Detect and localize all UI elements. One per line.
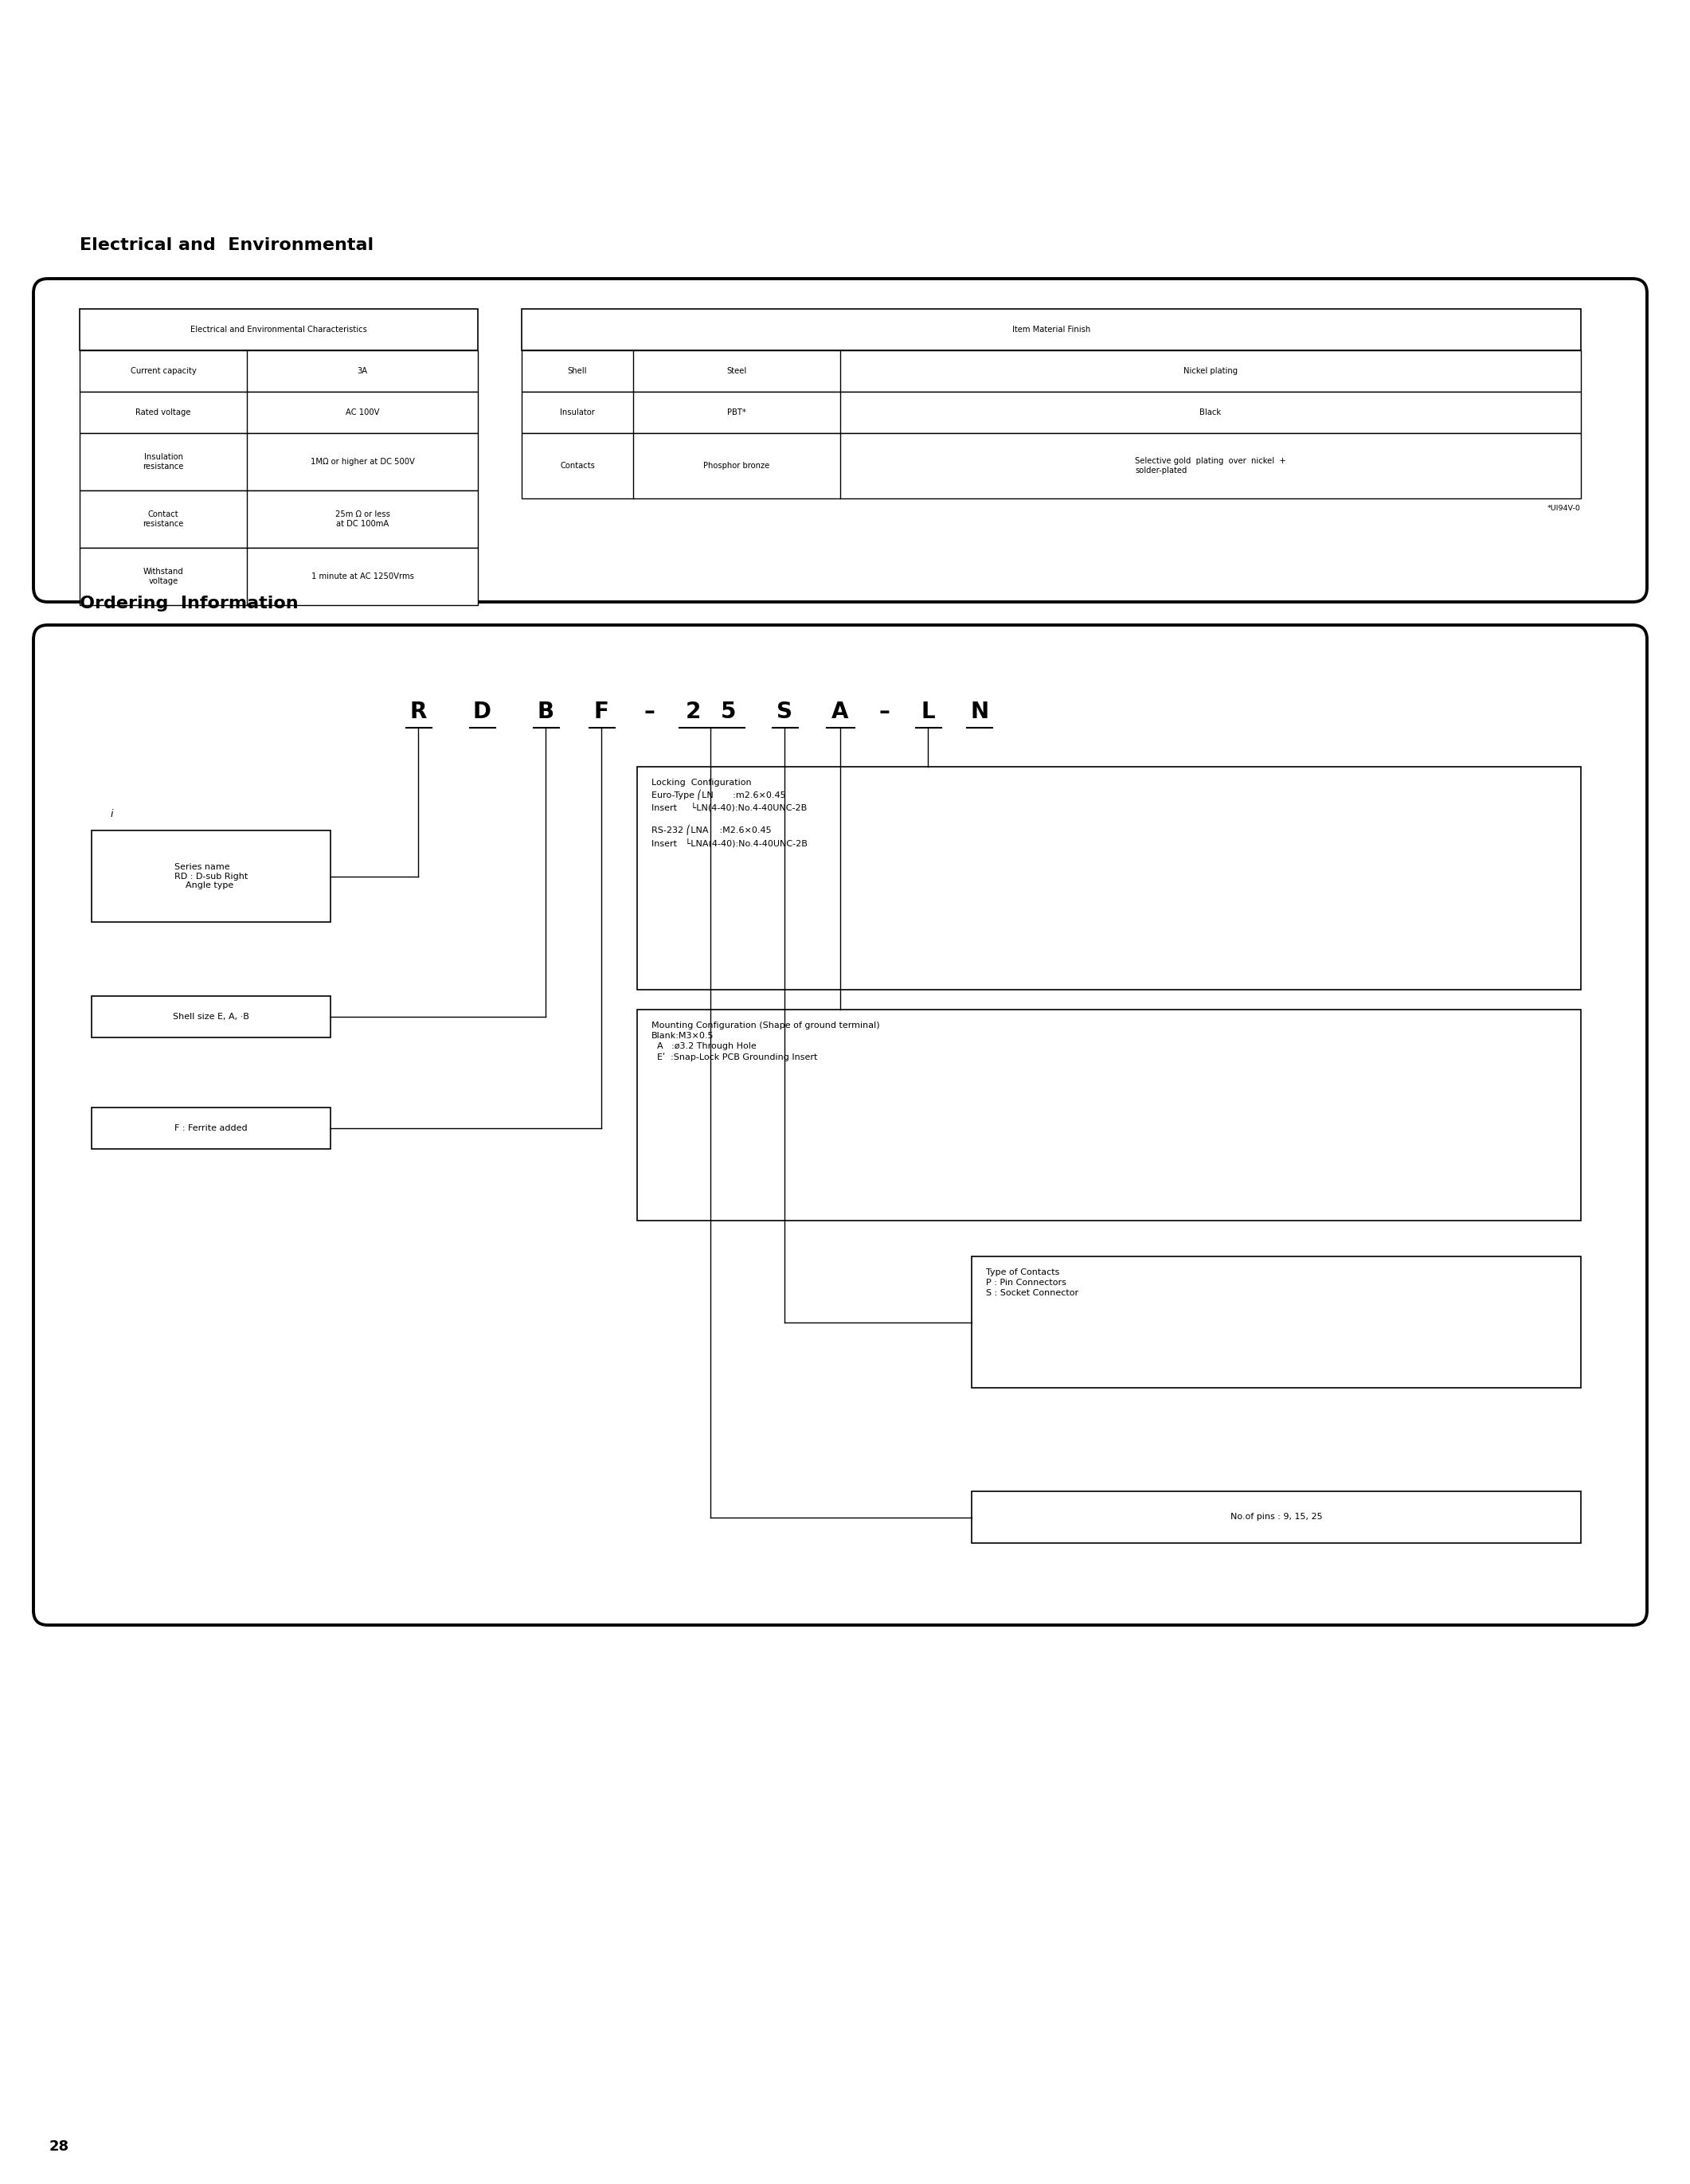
Text: Withstand
voltage: Withstand voltage: [144, 568, 184, 585]
Text: –: –: [879, 701, 889, 723]
Text: 28: 28: [49, 2140, 69, 2153]
Text: i: i: [110, 810, 113, 819]
Text: Phosphor bronze: Phosphor bronze: [703, 461, 771, 470]
Text: Shell size E, A, ·B: Shell size E, A, ·B: [172, 1013, 248, 1020]
Text: Mounting Configuration (Shape of ground terminal)
Blank:M3×0.5
  A   :ø3.2 Throu: Mounting Configuration (Shape of ground …: [651, 1022, 880, 1061]
Bar: [637, 1009, 1580, 1221]
Text: Rated voltage: Rated voltage: [135, 408, 191, 417]
Text: R: R: [409, 701, 426, 723]
Bar: [522, 432, 1580, 498]
FancyBboxPatch shape: [34, 625, 1648, 1625]
Bar: [522, 349, 1580, 391]
Bar: [79, 491, 478, 548]
Text: 2: 2: [684, 701, 701, 723]
Text: Series name
RD : D-sub Right
    Angle type: Series name RD : D-sub Right Angle type: [174, 863, 248, 889]
Text: Insulator: Insulator: [559, 408, 595, 417]
Text: Type of Contacts
P : Pin Connectors
S : Socket Connector: Type of Contacts P : Pin Connectors S : …: [985, 1269, 1078, 1297]
Text: 1MΩ or higher at DC 500V: 1MΩ or higher at DC 500V: [311, 459, 414, 465]
Text: Ordering  Information: Ordering Information: [79, 596, 299, 612]
Bar: [972, 1256, 1580, 1387]
Text: D: D: [473, 701, 492, 723]
Bar: [522, 391, 1580, 432]
Text: N: N: [970, 701, 989, 723]
Bar: [79, 432, 478, 491]
Text: PBT*: PBT*: [727, 408, 747, 417]
Text: *UI94V-0: *UI94V-0: [1548, 505, 1580, 511]
Text: Contacts: Contacts: [559, 461, 595, 470]
Text: Electrical and Environmental Characteristics: Electrical and Environmental Characteris…: [191, 325, 367, 334]
Text: Item Material Finish: Item Material Finish: [1012, 325, 1090, 334]
Text: 1 minute at AC 1250Vrms: 1 minute at AC 1250Vrms: [311, 572, 414, 581]
Bar: [79, 349, 478, 391]
Bar: [91, 830, 331, 922]
Bar: [522, 308, 1580, 349]
Text: Black: Black: [1200, 408, 1222, 417]
Text: Insulation
resistance: Insulation resistance: [144, 454, 184, 470]
Bar: [79, 548, 478, 605]
Text: F : Ferrite added: F : Ferrite added: [174, 1125, 247, 1131]
Text: Selective gold  plating  over  nickel  +
solder-plated: Selective gold plating over nickel + sol…: [1136, 456, 1286, 474]
Text: A: A: [831, 701, 848, 723]
Text: AC 100V: AC 100V: [345, 408, 379, 417]
Text: Electrical and  Environmental: Electrical and Environmental: [79, 238, 373, 253]
Bar: [79, 308, 478, 349]
Bar: [972, 1492, 1580, 1544]
Text: L: L: [921, 701, 935, 723]
Text: Contact
resistance: Contact resistance: [144, 511, 184, 529]
Text: No.of pins : 9, 15, 25: No.of pins : 9, 15, 25: [1230, 1514, 1322, 1522]
Text: Nickel plating: Nickel plating: [1183, 367, 1237, 376]
Text: Shell: Shell: [568, 367, 586, 376]
Bar: [79, 391, 478, 432]
Text: Steel: Steel: [727, 367, 747, 376]
Bar: [91, 1107, 331, 1149]
Text: B: B: [537, 701, 554, 723]
FancyBboxPatch shape: [34, 280, 1648, 603]
Text: 3A: 3A: [357, 367, 368, 376]
Text: Locking  Configuration
Euro-Type ⎛LN       :m2.6×0.45
Insert     └LN(4-40):No.4-: Locking Configuration Euro-Type ⎛LN :m2.…: [651, 780, 808, 847]
Text: 25m Ω or less
at DC 100mA: 25m Ω or less at DC 100mA: [335, 511, 390, 529]
Text: S: S: [776, 701, 793, 723]
Text: Current capacity: Current capacity: [130, 367, 196, 376]
Bar: [91, 996, 331, 1037]
Bar: [637, 767, 1580, 989]
Text: –: –: [644, 701, 654, 723]
Text: 5: 5: [722, 701, 737, 723]
Text: F: F: [593, 701, 608, 723]
